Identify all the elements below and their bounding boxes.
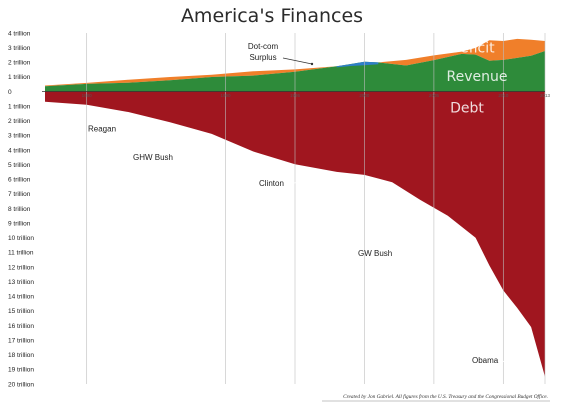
x-tick-2013: 2013 xyxy=(540,93,551,98)
annotation-gw-bush-leader xyxy=(393,241,429,255)
x-tick-1995: 1995 xyxy=(290,93,301,98)
annotation-dot-com: Dot-com xyxy=(248,42,279,51)
y-tick-neg-10-label: 10 trillion xyxy=(8,235,34,242)
deficit-series-label: Deficit xyxy=(449,41,495,57)
chart-title: America's Finances xyxy=(181,5,363,27)
y-tick-neg-12-label: 12 trillion xyxy=(8,264,34,271)
revenue-area xyxy=(45,51,545,92)
y-tick-neg-3-label: 3 trillion xyxy=(8,133,31,140)
y-tick-neg-5-label: 5 trillion xyxy=(8,162,31,169)
annotation-surplus-dot xyxy=(310,62,314,66)
x-tick-2000: 2000 xyxy=(359,93,370,98)
y-tick-pos-2-label: 2 trillion xyxy=(8,60,31,67)
y-tick-neg-14-label: 14 trillion xyxy=(8,294,34,301)
y-tick-neg-13-label: 13 trillion xyxy=(8,279,34,286)
annotation-reagan: Reagan xyxy=(88,125,116,134)
y-tick-neg-1-label: 1 trillion xyxy=(8,103,31,110)
annotation-reagan-dot xyxy=(148,124,152,128)
y-tick-neg-19-label: 19 trillion xyxy=(8,367,34,374)
y-tick-neg-15-label: 15 trillion xyxy=(8,308,34,315)
x-tick-1990: 1990 xyxy=(221,93,232,98)
annotation-clinton-leader xyxy=(289,178,321,185)
annotation-clinton: Clinton xyxy=(259,179,284,188)
deficit-area xyxy=(45,38,545,87)
y-tick-pos-1-label: 1 trillion xyxy=(8,74,31,81)
y-tick-neg-20-label: 20 trillion xyxy=(8,381,34,388)
x-tick-2005: 2005 xyxy=(429,93,440,98)
annotation-obama-leader xyxy=(502,360,532,370)
x-tick-2010: 2010 xyxy=(498,93,509,98)
y-tick-neg-11-label: 11 trillion xyxy=(8,250,34,257)
annotation-clinton-dot xyxy=(318,177,322,180)
y-tick-neg-2-label: 2 trillion xyxy=(8,118,31,125)
revenue-series-label: Revenue xyxy=(447,69,508,85)
annotation-surplus: Surplus xyxy=(249,53,276,62)
x-tick-1980: 1980 xyxy=(82,93,93,98)
annotation-surplus-leader xyxy=(282,57,313,65)
surplus-area xyxy=(336,61,379,68)
annotation-obama-dot xyxy=(529,367,533,371)
annotation-ghw-bush-leader xyxy=(175,151,207,159)
y-tick-neg-6-label: 6 trillion xyxy=(8,177,31,184)
debt-area xyxy=(45,91,545,377)
y-tick-neg-9-label: 9 trillion xyxy=(8,220,31,227)
y-tick-pos-4-label: 4 trillion xyxy=(8,30,31,37)
annotation-ghw-bush-dot xyxy=(204,150,208,153)
y-tick-pos-3-label: 3 trillion xyxy=(8,45,31,52)
y-tick-neg-17-label: 17 trillion xyxy=(8,337,34,344)
y-tick-pos-0-label: 0 xyxy=(8,89,12,96)
y-tick-neg-4-label: 4 trillion xyxy=(8,147,31,154)
annotation-gw-bush: GW Bush xyxy=(358,249,392,258)
annotation-gw-bush-dot xyxy=(426,240,430,244)
y-tick-neg-18-label: 18 trillion xyxy=(8,352,34,359)
annotation-reagan-leader xyxy=(123,125,151,132)
debt-series-label: Debt xyxy=(450,101,484,117)
y-tick-neg-16-label: 16 trillion xyxy=(8,323,34,330)
y-tick-neg-7-label: 7 trillion xyxy=(8,191,31,198)
annotation-obama: Obama xyxy=(472,356,499,365)
chart-credit: Created by Jon Gabriel. All figures from… xyxy=(343,393,548,400)
annotation-ghw-bush: GHW Bush xyxy=(133,153,173,162)
y-tick-neg-8-label: 8 trillion xyxy=(8,206,31,213)
